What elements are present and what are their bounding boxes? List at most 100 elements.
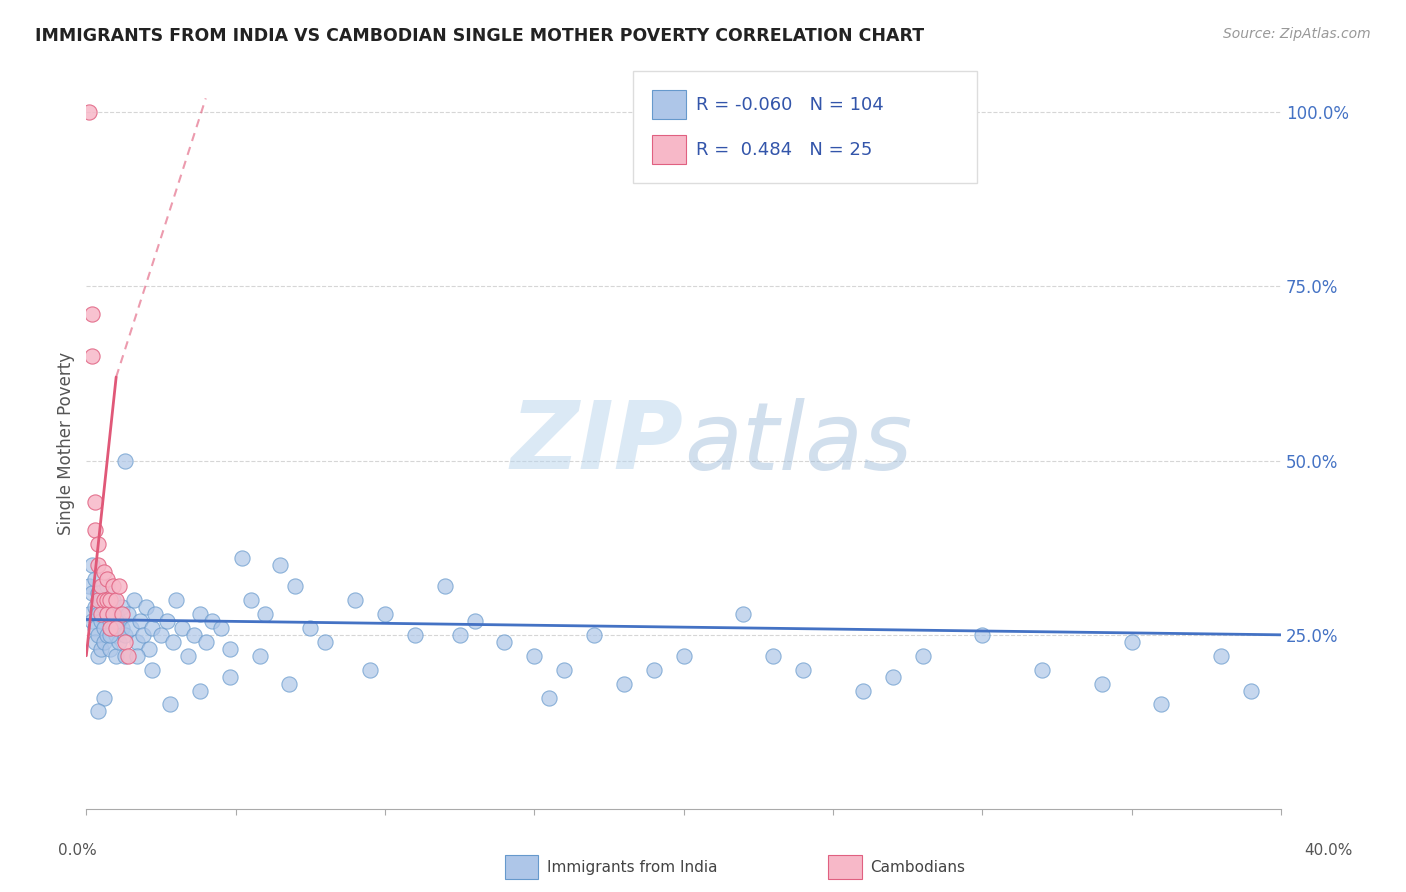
Point	[792, 663, 814, 677]
Point	[77, 607, 100, 621]
Point	[249, 648, 271, 663]
Point	[404, 628, 426, 642]
Point	[672, 648, 695, 663]
Point	[105, 648, 128, 663]
Text: R =  0.484   N = 25: R = 0.484 N = 25	[696, 141, 872, 159]
Point	[93, 565, 115, 579]
Point	[141, 663, 163, 677]
Point	[538, 690, 561, 705]
Point	[87, 537, 110, 551]
Point	[87, 705, 110, 719]
Point	[93, 593, 115, 607]
Point	[138, 641, 160, 656]
Point	[93, 634, 115, 648]
Point	[96, 607, 118, 621]
Point	[613, 676, 636, 690]
Point	[188, 683, 211, 698]
Point	[132, 628, 155, 642]
Point	[299, 621, 322, 635]
Point	[98, 628, 121, 642]
Point	[105, 607, 128, 621]
Point	[93, 621, 115, 635]
Point	[105, 628, 128, 642]
Point	[122, 593, 145, 607]
Point	[194, 634, 217, 648]
Point	[90, 607, 112, 621]
Point	[449, 628, 471, 642]
Point	[96, 593, 118, 607]
Point	[209, 621, 232, 635]
Point	[93, 599, 115, 614]
Point	[90, 579, 112, 593]
Point	[165, 593, 187, 607]
Point	[114, 453, 136, 467]
Point	[1211, 648, 1233, 663]
Point	[553, 663, 575, 677]
Point	[96, 607, 118, 621]
Point	[98, 641, 121, 656]
Point	[344, 593, 367, 607]
Point	[218, 641, 240, 656]
Point	[77, 105, 100, 120]
Point	[1150, 698, 1173, 712]
Point	[87, 593, 110, 607]
Point	[108, 634, 131, 648]
Point	[156, 614, 179, 628]
Point	[911, 648, 934, 663]
Point	[523, 648, 546, 663]
Point	[87, 607, 110, 621]
Text: Source: ZipAtlas.com: Source: ZipAtlas.com	[1223, 27, 1371, 41]
Point	[96, 579, 118, 593]
Point	[162, 634, 184, 648]
Text: Immigrants from India: Immigrants from India	[547, 860, 717, 874]
Point	[114, 648, 136, 663]
Point	[101, 593, 124, 607]
Point	[149, 628, 172, 642]
Point	[90, 641, 112, 656]
Point	[105, 621, 128, 635]
Point	[159, 698, 181, 712]
Point	[433, 579, 456, 593]
Point	[84, 495, 107, 509]
Point	[1091, 676, 1114, 690]
Point	[87, 648, 110, 663]
Point	[90, 593, 112, 607]
Point	[98, 614, 121, 628]
Point	[114, 634, 136, 648]
Point	[117, 648, 139, 663]
Point	[188, 607, 211, 621]
Point	[82, 307, 104, 321]
Point	[101, 607, 124, 621]
Point	[643, 663, 665, 677]
Point	[82, 558, 104, 573]
Point	[183, 628, 205, 642]
Point	[82, 586, 104, 600]
Point	[852, 683, 875, 698]
Point	[314, 634, 336, 648]
Point	[170, 621, 193, 635]
Point	[105, 593, 128, 607]
Point	[105, 614, 128, 628]
Point	[882, 670, 904, 684]
Point	[254, 607, 277, 621]
Point	[125, 634, 148, 648]
Text: IMMIGRANTS FROM INDIA VS CAMBODIAN SINGLE MOTHER POVERTY CORRELATION CHART: IMMIGRANTS FROM INDIA VS CAMBODIAN SINGL…	[35, 27, 924, 45]
Point	[98, 621, 121, 635]
Point	[77, 579, 100, 593]
Point	[582, 628, 605, 642]
Point	[972, 628, 994, 642]
Point	[84, 572, 107, 586]
Point	[84, 621, 107, 635]
Point	[1121, 634, 1143, 648]
Point	[762, 648, 785, 663]
Point	[90, 614, 112, 628]
Point	[82, 349, 104, 363]
Text: atlas: atlas	[683, 398, 912, 489]
Point	[1031, 663, 1053, 677]
Point	[284, 579, 307, 593]
Point	[84, 524, 107, 538]
Point	[84, 599, 107, 614]
Point	[177, 648, 200, 663]
Text: 40.0%: 40.0%	[1305, 843, 1353, 858]
Point	[733, 607, 755, 621]
